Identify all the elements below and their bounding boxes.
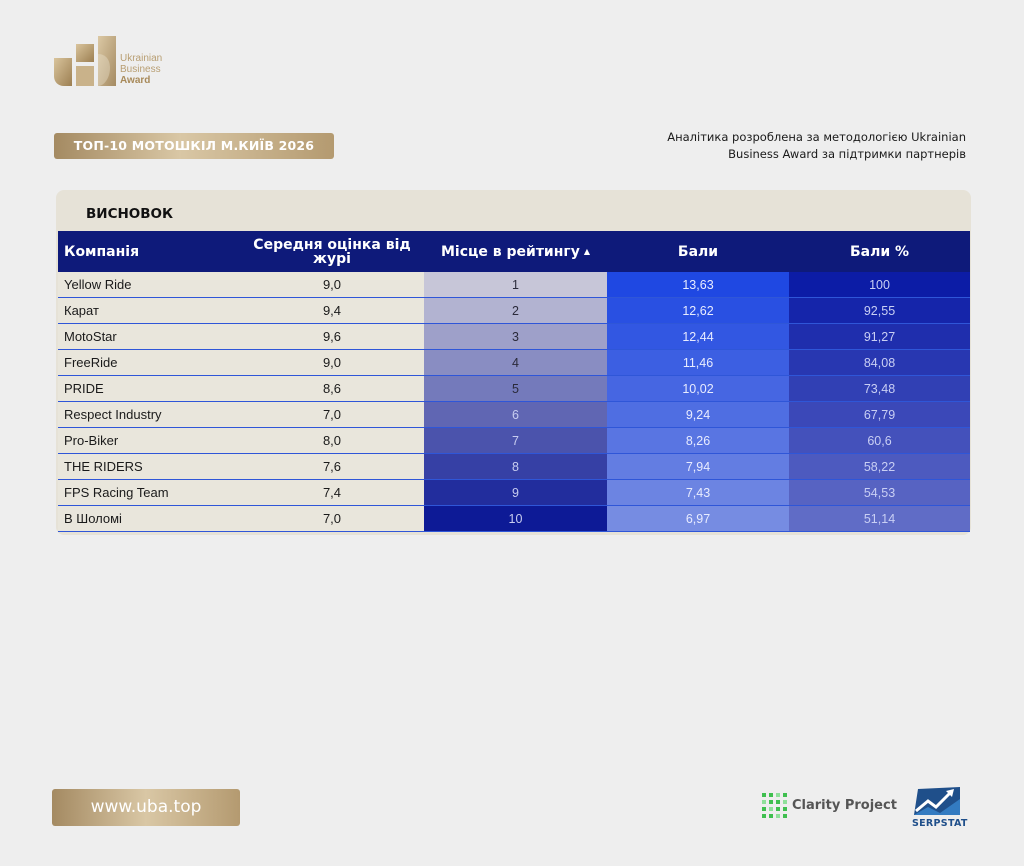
cell-points: 12,44: [607, 323, 789, 350]
page-title: ТОП-10 МОТОШКІЛ М.КИЇВ 2026: [54, 133, 334, 159]
cell-rank: 7: [424, 427, 607, 454]
logo-line-3: Award: [120, 75, 151, 86]
cell-points-percent: 67,79: [789, 401, 970, 428]
cell-company: Pro-Biker: [58, 427, 240, 454]
cell-points: 11,46: [607, 349, 789, 376]
cell-jury-score: 7,0: [240, 505, 424, 532]
serpstat-label: SERPSTAT: [912, 818, 968, 829]
column-header-label: Компанія: [64, 243, 140, 260]
clarity-project-label: Clarity Project: [792, 798, 897, 813]
cell-jury-score: 9,0: [240, 272, 424, 298]
cell-company: FreeRide: [58, 349, 240, 376]
cell-company: PRIDE: [58, 375, 240, 402]
serpstat-chart-icon: [914, 787, 960, 815]
cell-points: 13,63: [607, 272, 789, 298]
cell-rank: 5: [424, 375, 607, 402]
uba-logo-icon: [54, 36, 116, 86]
cell-jury-score: 9,4: [240, 297, 424, 324]
cell-points-percent: 73,48: [789, 375, 970, 402]
cell-points: 7,43: [607, 479, 789, 506]
cell-points-percent: 51,14: [789, 505, 970, 532]
cell-jury-score: 7,0: [240, 401, 424, 428]
uba-logo: Ukrainian Business Award: [52, 34, 192, 90]
cell-points-percent: 92,55: [789, 297, 970, 324]
cell-company: Yellow Ride: [58, 272, 240, 298]
table-row: PRIDE 8,6 5 10,02 73,48: [58, 375, 970, 402]
cell-jury-score: 8,0: [240, 427, 424, 454]
website-link[interactable]: www.uba.top: [52, 789, 240, 826]
cell-rank: 2: [424, 297, 607, 324]
table-header-row: Компанія Середня оцінка від журі Місце в…: [58, 231, 970, 272]
cell-jury-score: 9,6: [240, 323, 424, 350]
table-row: Карат 9,4 2 12,62 92,55: [58, 297, 970, 324]
cell-company: THE RIDERS: [58, 453, 240, 480]
cell-company: В Шоломі: [58, 505, 240, 532]
cell-points-percent: 84,08: [789, 349, 970, 376]
column-header-points-percent[interactable]: Бали %: [789, 231, 970, 272]
cell-jury-score: 7,4: [240, 479, 424, 506]
cell-points: 12,62: [607, 297, 789, 324]
conclusion-card: ВИСНОВОК Компанія Середня оцінка від жур…: [56, 190, 971, 535]
analytics-line-2: Business Award за підтримки партнерів: [728, 147, 966, 161]
rating-table: Компанія Середня оцінка від журі Місце в…: [58, 231, 970, 532]
cell-points-percent: 91,27: [789, 323, 970, 350]
clarity-grid-icon: [762, 793, 787, 818]
cell-points: 6,97: [607, 505, 789, 532]
cell-points-percent: 60,6: [789, 427, 970, 454]
table-row: FPS Racing Team 7,4 9 7,43 54,53: [58, 479, 970, 506]
column-header-jury-score[interactable]: Середня оцінка від журі: [240, 231, 424, 272]
table-row: В Шоломі 7,0 10 6,97 51,14: [58, 505, 970, 532]
cell-rank: 9: [424, 479, 607, 506]
cell-rank: 3: [424, 323, 607, 350]
cell-points: 8,26: [607, 427, 789, 454]
cell-rank: 10: [424, 505, 607, 532]
cell-points-percent: 54,53: [789, 479, 970, 506]
column-header-label: Місце в рейтингу: [440, 243, 580, 260]
column-header-company[interactable]: Компанія: [58, 231, 240, 272]
table-row: MotoStar 9,6 3 12,44 91,27: [58, 323, 970, 350]
cell-rank: 1: [424, 272, 607, 298]
table-row: Respect Industry 7,0 6 9,24 67,79: [58, 401, 970, 428]
analytics-note: Аналітика розроблена за методологією Ukr…: [646, 129, 966, 163]
cell-rank: 6: [424, 401, 607, 428]
cell-points: 9,24: [607, 401, 789, 428]
column-header-points[interactable]: Бали: [607, 231, 789, 272]
sort-ascending-icon[interactable]: ▲: [583, 246, 591, 256]
table-row: Yellow Ride 9,0 1 13,63 100: [58, 272, 970, 298]
cell-jury-score: 8,6: [240, 375, 424, 402]
table-row: THE RIDERS 7,6 8 7,94 58,22: [58, 453, 970, 480]
cell-rank: 4: [424, 349, 607, 376]
column-header-label: Бали: [677, 243, 719, 260]
clarity-project-logo: Clarity Project: [762, 793, 902, 821]
cell-company: FPS Racing Team: [58, 479, 240, 506]
cell-points: 10,02: [607, 375, 789, 402]
cell-points: 7,94: [607, 453, 789, 480]
column-header-label: Бали %: [849, 243, 910, 260]
analytics-line-1: Аналітика розроблена за методологією Ukr…: [667, 130, 966, 144]
cell-company: Respect Industry: [58, 401, 240, 428]
cell-jury-score: 9,0: [240, 349, 424, 376]
column-header-rank[interactable]: Місце в рейтингу ▲: [424, 231, 607, 272]
cell-jury-score: 7,6: [240, 453, 424, 480]
logo-line-1: Ukrainian: [120, 53, 163, 64]
table-row: Pro-Biker 8,0 7 8,26 60,6: [58, 427, 970, 454]
table-row: FreeRide 9,0 4 11,46 84,08: [58, 349, 970, 376]
serpstat-logo: SERPSTAT: [910, 785, 968, 831]
cell-points-percent: 58,22: [789, 453, 970, 480]
cell-company: Карат: [58, 297, 240, 324]
cell-rank: 8: [424, 453, 607, 480]
cell-company: MotoStar: [58, 323, 240, 350]
logo-line-2: Business: [120, 64, 161, 75]
cell-points-percent: 100: [789, 272, 970, 298]
card-title: ВИСНОВОК: [86, 206, 174, 222]
column-header-label: Середня оцінка від журі: [253, 236, 411, 267]
